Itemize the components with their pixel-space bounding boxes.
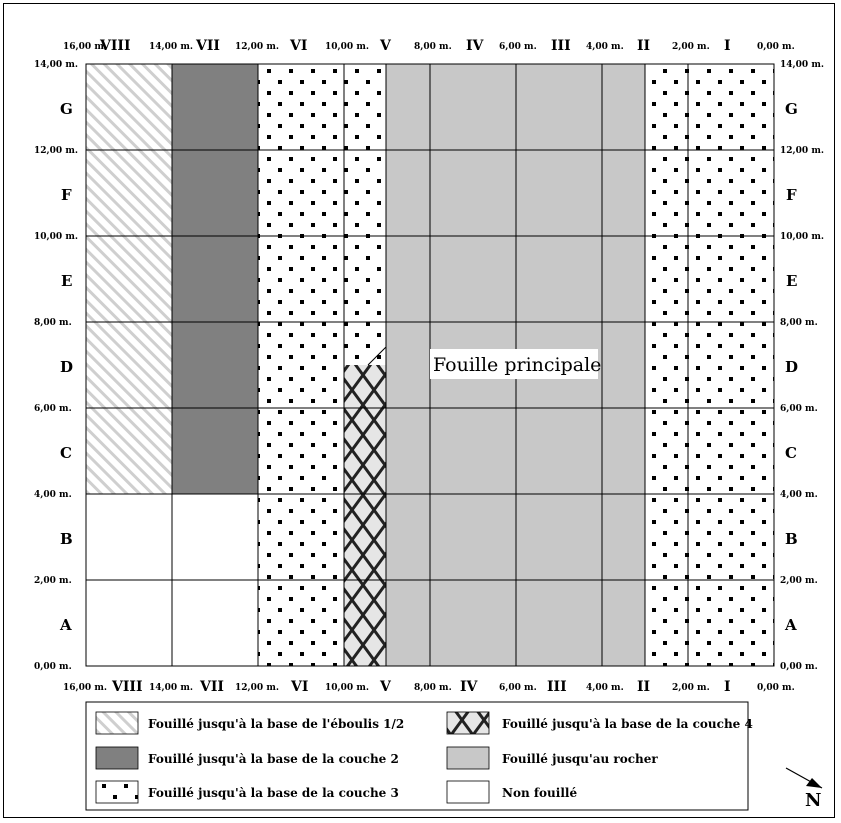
- row-label-left-d: D: [60, 358, 73, 376]
- zone-couche3-v-upper: [344, 64, 386, 365]
- row-label-right-c: C: [785, 444, 797, 462]
- x-dist-bottom-4: 4,00 m.: [586, 683, 624, 693]
- y-dist-right-14: 14,00 m.: [780, 60, 824, 70]
- col-label-top-ii: II: [637, 38, 650, 54]
- legend-label-couche2: Fouillé jusqu'à la base de la couche 2: [148, 752, 399, 766]
- row-label-right-e: E: [786, 272, 797, 290]
- legend-swatch-couche3: [95, 780, 139, 804]
- y-dist-left-6: 6,00 m.: [34, 404, 72, 414]
- y-dist-right-6: 6,00 m.: [780, 404, 818, 414]
- y-dist-left-0: 0,00 m.: [34, 662, 72, 672]
- north-arrow-icon: [806, 778, 822, 788]
- legend-swatch-rocher: [446, 746, 490, 770]
- fouille-principale-label: Fouille principale: [433, 354, 601, 376]
- y-dist-left-12: 12,00 m.: [34, 146, 78, 156]
- x-dist-top-16: 16,00 m.: [63, 42, 107, 52]
- col-label-top-iv: IV: [466, 38, 485, 54]
- col-label-bottom-vii: VII: [199, 679, 224, 695]
- x-dist-top-0: 0,00 m.: [757, 42, 795, 52]
- figure-frame: [3, 3, 835, 818]
- x-dist-top-12: 12,00 m.: [235, 42, 279, 52]
- x-dist-top-10: 10,00 m.: [325, 42, 369, 52]
- legend-swatch-couche2: [95, 746, 139, 770]
- x-dist-bottom-0: 0,00 m.: [757, 683, 795, 693]
- col-label-top-v: V: [379, 38, 392, 54]
- legend-label-rocher: Fouillé jusqu'au rocher: [502, 752, 658, 766]
- x-dist-top-8: 8,00 m.: [414, 42, 452, 52]
- row-label-right-b: B: [785, 530, 798, 548]
- y-dist-left-14: 14,00 m.: [34, 60, 78, 70]
- zone-couche2: [172, 64, 258, 494]
- y-dist-left-10: 10,00 m.: [34, 232, 78, 242]
- x-dist-bottom-6: 6,00 m.: [499, 683, 537, 693]
- y-dist-left-4: 4,00 m.: [34, 490, 72, 500]
- north-arrow: N: [785, 767, 823, 811]
- y-dist-right-8: 8,00 m.: [780, 318, 818, 328]
- fouille-principale-callout: Fouille principale: [367, 346, 601, 379]
- row-label-left-f: F: [61, 186, 72, 204]
- y-dist-left-8: 8,00 m.: [34, 318, 72, 328]
- col-label-top-vi: VI: [289, 38, 307, 54]
- row-label-left-e: E: [61, 272, 72, 290]
- col-label-bottom-viii: VIII: [111, 679, 143, 695]
- x-dist-top-4: 4,00 m.: [586, 42, 624, 52]
- row-label-right-a: A: [784, 616, 797, 634]
- legend-swatch-nonfouille: [446, 780, 490, 804]
- x-dist-bottom-16: 16,00 m.: [63, 683, 107, 693]
- y-dist-right-12: 12,00 m.: [780, 146, 824, 156]
- col-label-top-viii: VIII: [99, 38, 131, 54]
- x-dist-bottom-14: 14,00 m.: [149, 683, 193, 693]
- x-dist-bottom-10: 10,00 m.: [325, 683, 369, 693]
- row-label-left-c: C: [60, 444, 72, 462]
- col-label-top-vii: VII: [195, 38, 220, 54]
- col-label-top-iii: III: [551, 38, 571, 54]
- y-dist-right-2: 2,00 m.: [780, 576, 818, 586]
- y-dist-left-2: 2,00 m.: [34, 576, 72, 586]
- col-label-bottom-i: I: [724, 679, 731, 695]
- x-dist-top-6: 6,00 m.: [499, 42, 537, 52]
- north-label: N: [805, 790, 821, 811]
- legend: Fouillé jusqu'à la base de l'éboulis 1/2…: [85, 701, 753, 811]
- legend-box: [85, 701, 749, 811]
- row-label-left-b: B: [60, 530, 73, 548]
- col-label-bottom-v: V: [379, 679, 392, 695]
- x-dist-bottom-2: 2,00 m.: [672, 683, 710, 693]
- legend-label-nonfouille: Non fouillé: [502, 786, 577, 800]
- zone-couche4: [344, 365, 386, 666]
- col-label-bottom-iii: III: [547, 679, 567, 695]
- row-label-right-g: G: [785, 100, 798, 118]
- x-dist-bottom-12: 12,00 m.: [235, 683, 279, 693]
- legend-swatch-eboulis: [95, 711, 139, 735]
- legend-swatch-couche4: [446, 711, 490, 735]
- legend-label-couche3: Fouillé jusqu'à la base de la couche 3: [148, 786, 399, 800]
- y-dist-right-10: 10,00 m.: [780, 232, 824, 242]
- y-dist-right-0: 0,00 m.: [780, 662, 818, 672]
- x-dist-top-2: 2,00 m.: [672, 42, 710, 52]
- col-label-bottom-ii: II: [637, 679, 650, 695]
- row-label-right-f: F: [786, 186, 797, 204]
- row-label-left-g: G: [60, 100, 73, 118]
- x-dist-bottom-8: 8,00 m.: [414, 683, 452, 693]
- row-label-left-a: A: [59, 616, 72, 634]
- zone-eboulis: [86, 64, 172, 494]
- col-label-top-i: I: [724, 38, 731, 54]
- x-dist-top-14: 14,00 m.: [149, 42, 193, 52]
- col-label-bottom-iv: IV: [460, 679, 479, 695]
- row-label-right-d: D: [785, 358, 798, 376]
- zone-couche3-vi: [258, 64, 344, 666]
- zone-couche3-ii-i: [645, 64, 774, 666]
- legend-label-couche4: Fouillé jusqu'à la base de la couche 4: [502, 717, 753, 731]
- col-label-bottom-vi: VI: [290, 679, 308, 695]
- legend-label-eboulis: Fouillé jusqu'à la base de l'éboulis 1/2: [148, 717, 404, 731]
- y-dist-right-4: 4,00 m.: [780, 490, 818, 500]
